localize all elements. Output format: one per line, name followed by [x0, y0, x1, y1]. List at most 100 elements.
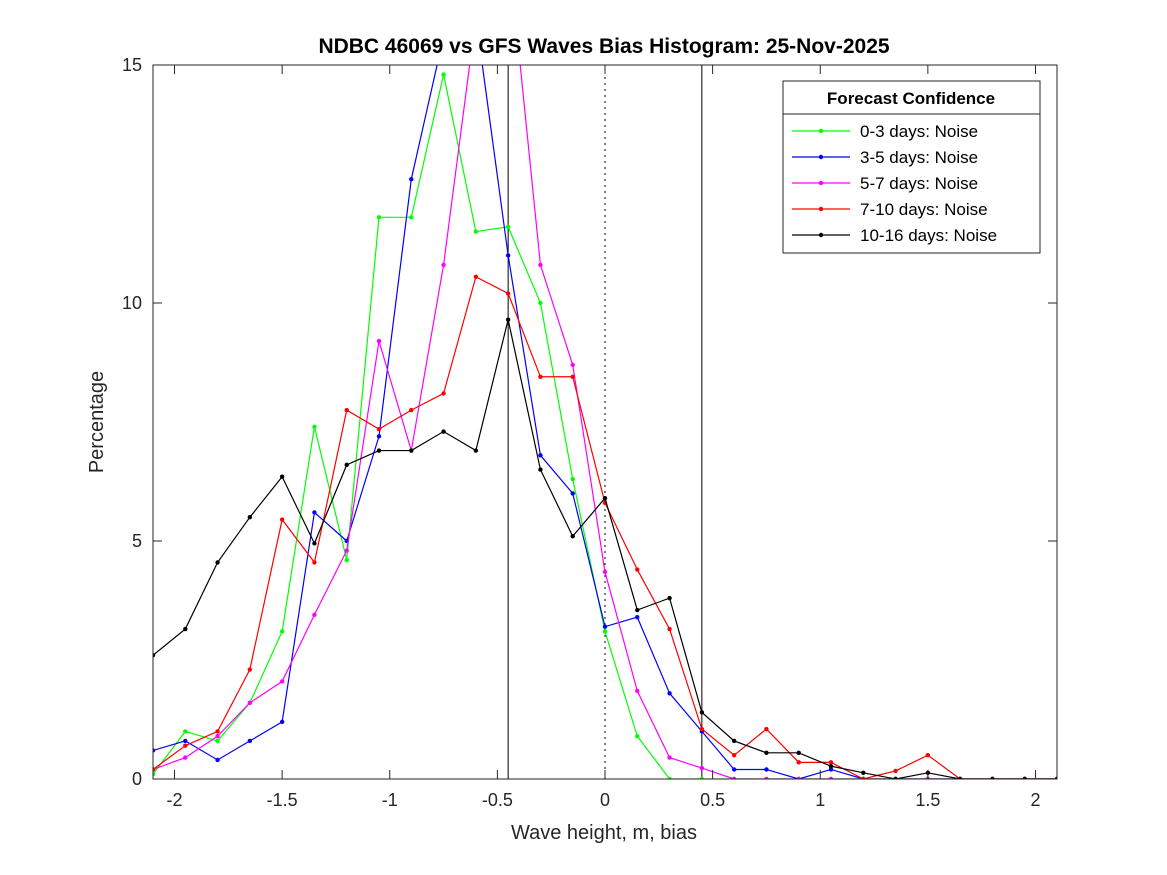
data-point — [153, 772, 156, 777]
data-point — [1054, 776, 1057, 779]
data-point — [635, 614, 640, 620]
series-4 — [153, 317, 1057, 779]
data-point — [990, 776, 995, 779]
x-tick-label: -1 — [382, 790, 398, 810]
data-point — [570, 534, 575, 539]
legend-entry-2: 5-7 days: Noise — [792, 174, 978, 193]
legend-label: 0-3 days: Noise — [860, 122, 978, 141]
data-point — [635, 688, 640, 694]
data-point — [473, 229, 479, 234]
data-point — [312, 612, 317, 617]
data-point — [602, 569, 608, 575]
data-point — [796, 760, 801, 765]
data-point — [828, 760, 834, 765]
data-point — [344, 557, 349, 563]
data-point — [473, 448, 479, 453]
data-point — [474, 15, 478, 19]
data-point — [215, 738, 220, 744]
data-point — [344, 407, 349, 413]
data-point — [505, 291, 511, 296]
data-point — [796, 750, 801, 756]
data-point — [279, 679, 285, 684]
data-point — [279, 517, 285, 522]
legend-swatch-marker — [818, 128, 824, 134]
legend-box — [782, 80, 1041, 254]
data-point — [183, 738, 188, 744]
x-axis-label: Wave height, m, bias — [511, 822, 697, 844]
data-point — [957, 776, 963, 779]
data-point — [376, 426, 382, 432]
data-point — [441, 72, 446, 77]
data-point — [505, 224, 511, 230]
chart-title: NDBC 46069 vs GFS Waves Bias Histogram: … — [318, 35, 889, 58]
data-point — [828, 763, 834, 769]
y-tick-label: 0 — [132, 769, 142, 789]
data-point — [538, 300, 543, 306]
legend-swatch-marker — [818, 206, 824, 212]
data-point — [764, 750, 769, 756]
data-point — [247, 700, 253, 706]
data-point — [861, 776, 866, 779]
data-point — [153, 767, 156, 772]
data-point — [602, 629, 608, 634]
x-tick-label: 1.5 — [915, 790, 940, 810]
data-point — [667, 595, 672, 601]
data-point — [1022, 776, 1027, 779]
legend-swatch-marker — [818, 154, 824, 160]
legend-swatch-marker — [818, 180, 824, 186]
x-tick-label: -0.5 — [482, 790, 513, 810]
data-point — [570, 476, 575, 482]
y-tick-label: 10 — [122, 293, 142, 313]
data-point — [376, 215, 382, 220]
data-point — [153, 653, 156, 658]
data-point — [312, 510, 317, 515]
reference-lines — [507, 65, 703, 779]
data-point — [441, 391, 446, 396]
series-3 — [153, 274, 1057, 779]
data-point — [828, 776, 834, 779]
data-point — [247, 515, 253, 520]
data-point — [667, 755, 672, 760]
data-point — [473, 274, 479, 280]
data-point — [409, 407, 414, 413]
data-point — [699, 765, 705, 771]
data-point — [247, 738, 253, 744]
data-point — [570, 491, 575, 496]
data-point — [828, 767, 834, 772]
data-point — [344, 548, 349, 553]
data-point — [538, 374, 543, 379]
data-point — [764, 767, 769, 772]
data-point — [570, 374, 575, 379]
data-point — [893, 768, 898, 774]
data-point — [699, 726, 705, 732]
data-point — [247, 667, 253, 672]
legend-label: 3-5 days: Noise — [860, 148, 978, 167]
data-point — [538, 467, 543, 472]
data-point — [279, 629, 285, 634]
legend-entry-4: 10-16 days: Noise — [792, 226, 997, 245]
data-point — [409, 177, 414, 182]
data-point — [861, 770, 866, 776]
data-point — [409, 448, 414, 453]
data-point — [441, 429, 446, 434]
y-tick-label: 5 — [132, 531, 142, 551]
x-tick-label: -2 — [167, 790, 183, 810]
data-point — [667, 691, 672, 696]
legend: Forecast Confidence 0-3 days: Noise 3-5 d… — [782, 80, 1041, 254]
data-point — [183, 743, 188, 748]
data-point — [796, 776, 801, 779]
data-point — [474, 15, 478, 19]
series-layer — [153, 15, 1057, 779]
data-point — [667, 776, 672, 779]
data-point — [441, 262, 446, 268]
data-point — [925, 753, 931, 758]
data-point — [764, 776, 769, 779]
data-point — [344, 462, 349, 468]
legend-label: 5-7 days: Noise — [860, 174, 978, 193]
data-point — [635, 567, 640, 572]
data-point — [215, 757, 220, 763]
data-point — [183, 626, 188, 632]
data-point — [764, 726, 769, 732]
data-point — [312, 541, 317, 546]
data-point — [312, 424, 317, 429]
